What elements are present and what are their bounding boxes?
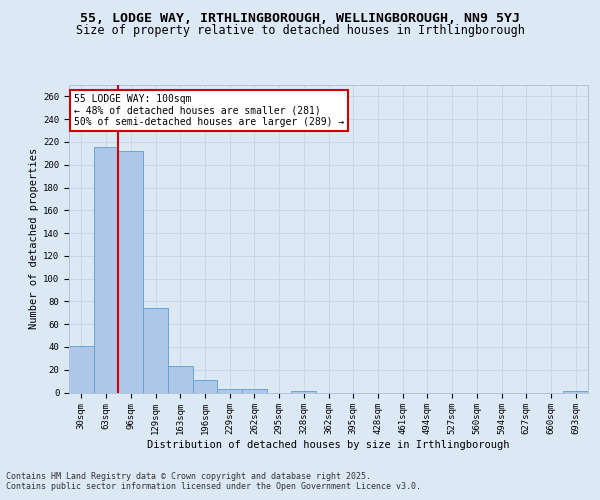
Text: Size of property relative to detached houses in Irthlingborough: Size of property relative to detached ho…	[76, 24, 524, 37]
Bar	[118, 151, 143, 392]
Bar	[168, 366, 193, 392]
Text: Contains HM Land Registry data © Crown copyright and database right 2025.: Contains HM Land Registry data © Crown c…	[6, 472, 371, 481]
Bar	[217, 389, 242, 392]
Bar	[242, 389, 267, 392]
Bar	[69, 346, 94, 393]
Text: 55, LODGE WAY, IRTHLINGBOROUGH, WELLINGBOROUGH, NN9 5YJ: 55, LODGE WAY, IRTHLINGBOROUGH, WELLINGB…	[80, 12, 520, 26]
Y-axis label: Number of detached properties: Number of detached properties	[29, 148, 39, 330]
Bar	[94, 146, 118, 392]
Text: Contains public sector information licensed under the Open Government Licence v3: Contains public sector information licen…	[6, 482, 421, 491]
Bar	[143, 308, 168, 392]
Bar	[193, 380, 217, 392]
Text: 55 LODGE WAY: 100sqm
← 48% of detached houses are smaller (281)
50% of semi-deta: 55 LODGE WAY: 100sqm ← 48% of detached h…	[74, 94, 344, 128]
X-axis label: Distribution of detached houses by size in Irthlingborough: Distribution of detached houses by size …	[147, 440, 510, 450]
